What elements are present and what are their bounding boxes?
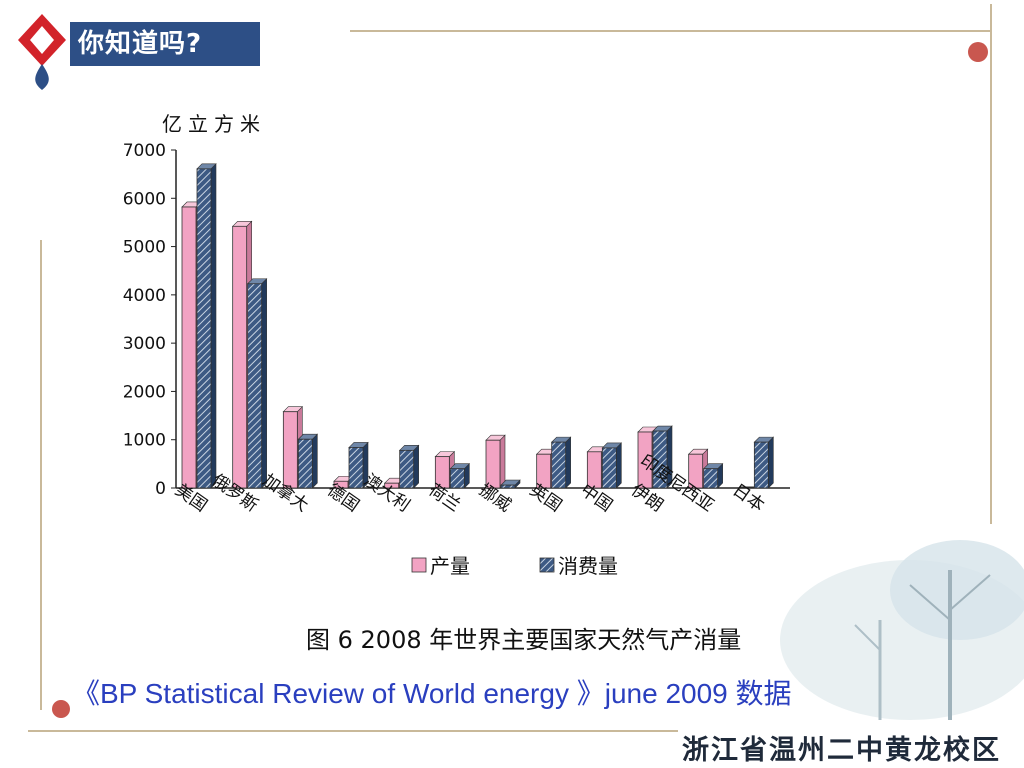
chart-caption: 图 6 2008 年世界主要国家天然气产消量	[306, 626, 742, 654]
frame-top-line	[350, 30, 990, 32]
legend-swatch	[539, 557, 555, 573]
legend-swatch	[411, 557, 427, 573]
school-name: 浙江省温州二中黄龙校区	[682, 735, 1001, 766]
data-source-note: 《BP Statistical Review of World energy 》…	[72, 678, 792, 709]
bar-consumption	[652, 425, 673, 489]
frame-left-line	[40, 240, 42, 710]
bar-consumption	[500, 479, 521, 489]
legend-item-consumption: 消费量	[539, 554, 618, 578]
decor-dot-top	[968, 42, 988, 62]
frame-right-line	[990, 4, 992, 524]
bar-consumption	[246, 278, 268, 489]
question-drop-icon	[18, 14, 66, 90]
bar-production	[485, 434, 506, 489]
bar-consumption	[550, 436, 572, 489]
y-tick-label: 7000	[123, 141, 166, 161]
y-tick-label: 3000	[123, 334, 166, 354]
legend-label: 产量	[430, 554, 470, 578]
y-tick-label: 5000	[123, 238, 166, 258]
y-tick-label: 2000	[123, 382, 166, 402]
bar-consumption	[601, 442, 623, 489]
y-tick-label: 6000	[123, 189, 166, 209]
did-you-know-badge: 你知道吗?	[8, 6, 260, 92]
bar-consumption	[297, 433, 319, 489]
frame-bottom-line	[28, 730, 678, 732]
bar-consumption	[398, 444, 420, 489]
y-tick-label: 0	[155, 479, 166, 499]
winter-tree-decoration	[780, 540, 1024, 720]
legend-label: 消费量	[558, 554, 618, 578]
bar-consumption	[702, 462, 724, 489]
bar-consumption	[753, 436, 775, 489]
badge-title: 你知道吗?	[70, 22, 260, 66]
y-axis-label: 亿立方米	[162, 112, 266, 136]
decor-dot-left	[52, 700, 70, 718]
legend-item-production: 产量	[411, 554, 470, 578]
bar-consumption	[348, 441, 369, 489]
bar-consumption	[449, 462, 471, 489]
y-tick-label: 1000	[123, 431, 166, 451]
y-tick-label: 4000	[123, 286, 166, 306]
bar-consumption	[196, 163, 217, 489]
